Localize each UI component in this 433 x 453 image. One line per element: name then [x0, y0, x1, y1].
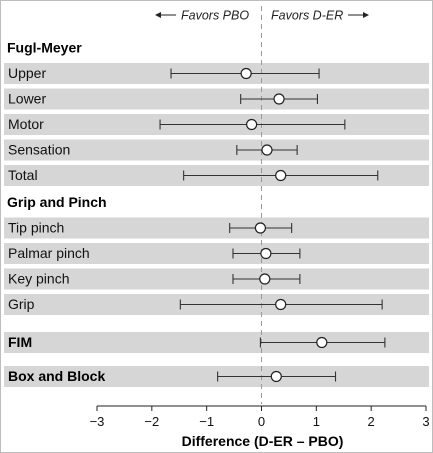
x-tick-label-3: 0: [258, 414, 265, 429]
row-band-g0-r3: [4, 139, 429, 161]
point-estimate-g2-r0: [316, 336, 328, 349]
x-tick-label-4: 1: [313, 414, 320, 429]
x-axis: −3 −2 −1 0 1 2 3: [90, 405, 430, 429]
row-label-g0-r4: Total: [8, 167, 38, 183]
row-label-g0-r0: Upper: [8, 65, 46, 81]
point-estimate-g3-r0: [270, 370, 282, 383]
group-header-1: Grip and Pinch: [7, 194, 107, 210]
row-bands: [4, 63, 429, 387]
x-axis-title: Difference (D-ER – PBO): [182, 433, 344, 449]
row-label-g1-r0: Tip pinch: [8, 220, 64, 236]
x-tick-label-5: 2: [368, 414, 375, 429]
x-tick-label-6: 3: [422, 414, 429, 429]
row-label-g0-r1: Lower: [8, 91, 46, 107]
row-band-g1-r0: [4, 217, 429, 239]
point-estimate-g0-r4: [275, 169, 287, 182]
point-estimate-g1-r2: [259, 273, 271, 285]
group-header-0: Fugl-Meyer: [7, 40, 82, 56]
point-estimate-g0-r2: [246, 118, 258, 131]
x-tick-label-0: −3: [90, 414, 105, 429]
row-band-g1-r1: [4, 243, 429, 264]
point-estimate-g1-r3: [275, 298, 287, 311]
row-label-g0-r2: Motor: [8, 116, 44, 132]
x-tick-label-1: −2: [144, 414, 159, 429]
group-header-3: Box and Block: [8, 368, 105, 384]
favors-right-label: Favors D-ER: [271, 9, 343, 23]
point-estimate-g1-r1: [260, 247, 272, 260]
row-label-g0-r3: Sensation: [8, 142, 70, 158]
row-band-g3: [4, 366, 429, 387]
favors-annotation: Favors PBO Favors D-ER: [155, 9, 369, 23]
point-estimate-g0-r3: [261, 144, 273, 156]
row-label-g1-r1: Palmar pinch: [8, 245, 90, 261]
row-band-g0-r1: [4, 88, 429, 110]
estimate-marks: [159, 67, 386, 383]
favors-left-label: Favors PBO: [181, 9, 249, 23]
row-band-g1-r2: [4, 268, 429, 290]
point-estimate-g0-r1: [273, 93, 285, 105]
group-header-2: FIM: [8, 334, 32, 350]
point-estimate-g0-r0: [240, 67, 252, 80]
favors-right-arrowhead-icon: [363, 12, 369, 18]
favors-left-arrowhead-icon: [155, 12, 161, 18]
point-estimate-g1-r0: [254, 222, 267, 234]
row-label-g1-r2: Key pinch: [8, 271, 69, 287]
x-tick-label-2: −1: [199, 414, 214, 429]
row-label-g1-r3: Grip: [8, 296, 35, 312]
row-labels: Fugl-Meyer Upper Lower Motor Sensation Total G…: [7, 40, 107, 385]
